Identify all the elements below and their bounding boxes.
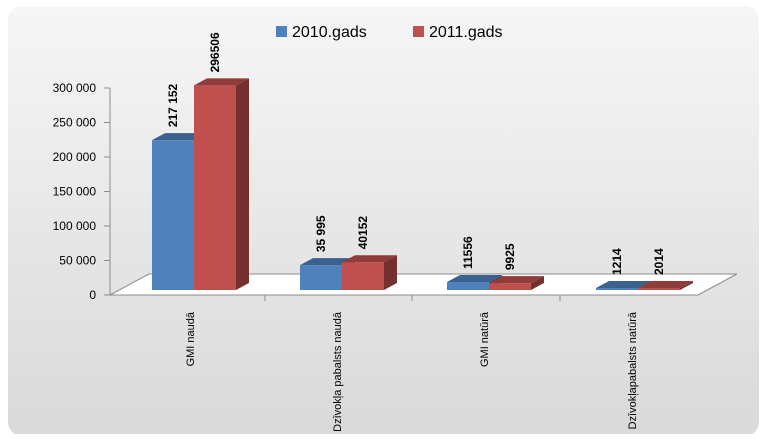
bar-top xyxy=(447,275,502,283)
chart-floor xyxy=(109,273,738,296)
y-tick-label: 0 xyxy=(89,288,96,302)
category-label: GMI natūrā xyxy=(479,311,491,367)
bar-value-label: 40152 xyxy=(356,216,370,250)
chart-background xyxy=(8,6,759,436)
bar-top xyxy=(638,281,693,288)
bars xyxy=(152,78,693,290)
category-label: Dzīvokļa pabalsts naudā xyxy=(332,311,344,432)
y-tick-label: 300 000 xyxy=(53,81,97,95)
bar-value-label: 35 995 xyxy=(314,215,328,252)
bar-front xyxy=(447,282,489,290)
bar xyxy=(342,255,397,290)
y-tick-label: 250 000 xyxy=(53,116,97,130)
bar xyxy=(489,276,544,290)
bar-value-label: 217 152 xyxy=(166,83,180,127)
bar-value-label: 2014 xyxy=(652,248,666,275)
bar-top xyxy=(194,78,249,86)
y-tick-label: 150 000 xyxy=(53,185,97,199)
bar-front xyxy=(489,283,531,290)
bar-side xyxy=(531,276,544,290)
category-label: GMI naudā xyxy=(185,311,197,366)
y-tick-label: 50 000 xyxy=(59,254,96,268)
bar-front xyxy=(638,288,680,290)
y-tick-label: 200 000 xyxy=(53,150,97,164)
bar xyxy=(638,281,693,290)
bar-front xyxy=(596,288,638,290)
legend: 2010.gads 2011.gads xyxy=(276,24,503,41)
bar-side xyxy=(236,78,249,290)
y-axis-ticks: 0 50 000 100 000 150 000 200 000 250 000 300 0… xyxy=(53,81,561,302)
legend-swatch xyxy=(413,26,424,37)
bar-value-label: 296506 xyxy=(208,32,222,72)
legend-swatch xyxy=(276,26,287,37)
bar-front xyxy=(342,262,384,290)
bar-top xyxy=(596,281,651,288)
category-label: Dzīvokļapabalsts natūrā xyxy=(627,311,639,429)
bar-top xyxy=(300,258,355,266)
bar-top xyxy=(342,255,397,263)
data-labels: 217 152 35 995 11556 1214 296506 40152 9925 201… xyxy=(166,32,666,275)
bar-front xyxy=(194,85,236,290)
bar-value-label: 11556 xyxy=(461,236,475,269)
y-tick-label: 100 000 xyxy=(53,219,97,233)
bar xyxy=(194,78,249,290)
bar-front xyxy=(152,140,194,290)
bar-side xyxy=(384,255,397,290)
legend-label: 2010.gads xyxy=(292,24,367,41)
bar-value-label: 9925 xyxy=(503,243,517,270)
bar-top xyxy=(152,133,207,141)
bar-side xyxy=(680,281,693,290)
bar-top xyxy=(489,276,544,284)
bar-value-label: 1214 xyxy=(610,248,624,275)
legend-label: 2011.gads xyxy=(429,24,503,41)
bar-front xyxy=(300,265,342,290)
category-labels: GMI naudā Dzīvokļa pabalsts naudā GMI natū… xyxy=(185,311,639,432)
